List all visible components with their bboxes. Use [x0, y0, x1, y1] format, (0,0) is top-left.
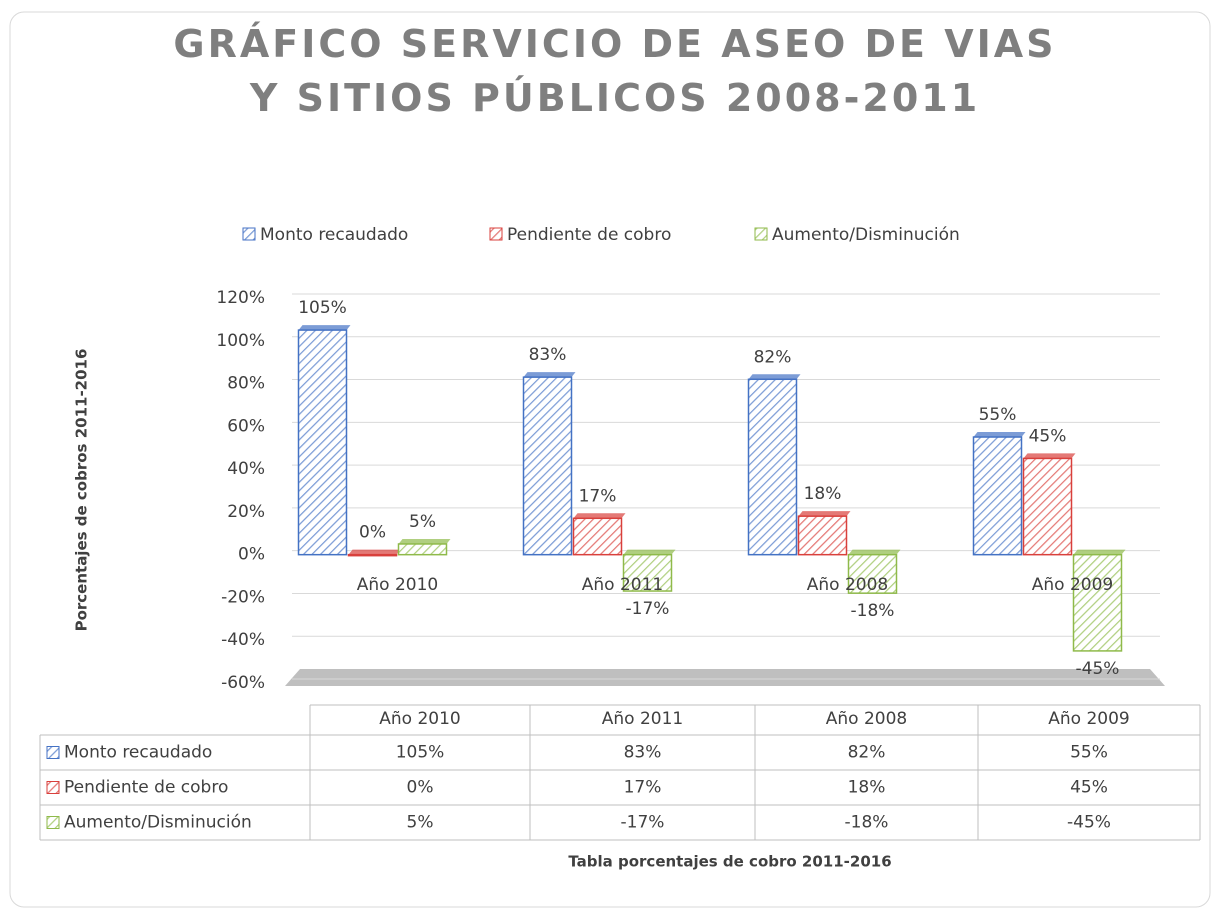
- bar-top: [398, 538, 451, 544]
- table-cell: -45%: [1067, 813, 1111, 833]
- bar-top: [1073, 549, 1126, 555]
- legend-swatch: [489, 227, 503, 241]
- data-label: -18%: [851, 601, 895, 621]
- y-tick-label: 80%: [227, 374, 265, 394]
- table-cell: 0%: [407, 778, 434, 798]
- bar: [1072, 553, 1123, 652]
- y-tick-label: -60%: [221, 673, 265, 693]
- bar: [847, 553, 898, 594]
- y-tick-label: 40%: [227, 459, 265, 479]
- table-cell: 55%: [1070, 743, 1108, 763]
- x-tick-label: Año 2008: [807, 575, 888, 595]
- table-cell: 105%: [396, 743, 445, 763]
- bar-top: [573, 513, 626, 519]
- bar: [347, 553, 398, 557]
- table-header: Año 2011: [602, 709, 683, 729]
- y-tick-label: -40%: [221, 630, 265, 650]
- bar-top: [848, 549, 901, 555]
- y-axis-title: Porcentajes de cobros 2011-2016: [73, 349, 91, 632]
- data-label: 45%: [1029, 426, 1067, 446]
- table-cell: 5%: [407, 813, 434, 833]
- bar-top: [798, 511, 851, 517]
- y-tick-label: 120%: [216, 288, 265, 308]
- x-tick-label: Año 2009: [1032, 575, 1113, 595]
- table-swatch: [46, 816, 60, 829]
- bar-top: [1023, 453, 1076, 459]
- table-cell: -18%: [845, 813, 889, 833]
- table-header: Año 2010: [379, 709, 460, 729]
- data-label: 0%: [359, 523, 386, 543]
- legend-swatch: [242, 227, 256, 241]
- table-cell: 17%: [624, 778, 662, 798]
- table-row-label: Pendiente de cobro: [64, 778, 228, 798]
- legend-label: Pendiente de cobro: [507, 225, 671, 245]
- y-tick-label: 60%: [227, 416, 265, 436]
- table-cell: 82%: [848, 743, 886, 763]
- bar: [747, 378, 798, 556]
- y-tick-label: 0%: [238, 545, 265, 565]
- y-tick-label: 100%: [216, 331, 265, 351]
- table-cell: 83%: [624, 743, 662, 763]
- bar-top: [623, 549, 676, 555]
- table-swatch: [46, 746, 60, 759]
- table-row-label: Aumento/Disminución: [64, 813, 252, 833]
- legend-label: Aumento/Disminución: [772, 225, 960, 245]
- data-label: 82%: [754, 347, 792, 367]
- table-cell: 45%: [1070, 778, 1108, 798]
- x-axis-title: Tabla porcentajes de cobro 2011-2016: [568, 853, 891, 871]
- bar: [522, 376, 573, 556]
- data-label: 17%: [579, 486, 617, 506]
- table-row-label: Monto recaudado: [64, 743, 212, 763]
- bar: [572, 517, 623, 556]
- table-cell: -17%: [621, 813, 665, 833]
- bar: [397, 543, 448, 556]
- data-label: 5%: [409, 512, 436, 532]
- bar: [972, 436, 1023, 556]
- bar: [797, 515, 848, 556]
- data-label: -45%: [1076, 659, 1120, 679]
- table-header: Año 2009: [1048, 709, 1129, 729]
- bar: [1022, 457, 1073, 556]
- legend-swatch: [754, 227, 768, 241]
- data-label: 55%: [979, 405, 1017, 425]
- bar-top: [298, 325, 351, 331]
- table-header: Año 2008: [826, 709, 907, 729]
- data-label: -17%: [626, 599, 670, 619]
- chart-title: GRÁFICO SERVICIO DE ASEO DE VIAS Y SITIOS…: [173, 22, 1056, 120]
- data-label: 105%: [298, 298, 347, 318]
- data-label: 83%: [529, 345, 567, 365]
- legend-label: Monto recaudado: [260, 225, 408, 245]
- x-tick-label: Año 2011: [582, 575, 663, 595]
- bar: [297, 329, 348, 556]
- y-tick-label: -20%: [221, 587, 265, 607]
- bar-top: [348, 549, 401, 555]
- bar-top: [523, 372, 576, 378]
- table-cell: 18%: [848, 778, 886, 798]
- floor: [285, 669, 1165, 686]
- y-tick-label: 20%: [227, 502, 265, 522]
- table-swatch: [46, 781, 60, 794]
- x-tick-label: Año 2010: [357, 575, 438, 595]
- bar-top: [748, 374, 801, 380]
- data-label: 18%: [804, 484, 842, 504]
- bar-top: [973, 432, 1026, 438]
